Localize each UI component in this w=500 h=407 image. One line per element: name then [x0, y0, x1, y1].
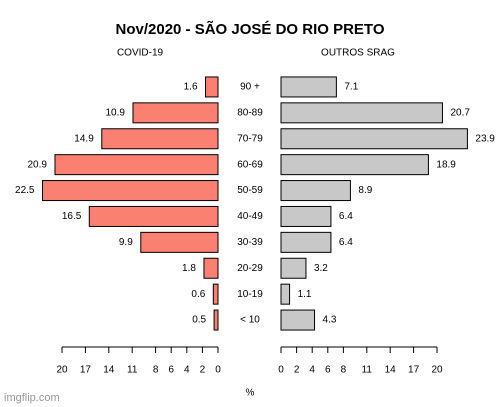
bar [140, 231, 219, 253]
bar [280, 102, 443, 124]
bar [280, 205, 332, 227]
bar [280, 283, 291, 305]
data-label: 8.9 [358, 185, 372, 196]
data-label: 10.9 [106, 107, 126, 118]
category-label: < 10 [240, 315, 260, 326]
bar [280, 257, 307, 279]
category-label: 30-39 [237, 237, 263, 248]
bar [42, 180, 219, 202]
data-label: 20.9 [28, 159, 48, 170]
data-label: 20.7 [450, 107, 470, 118]
category-label: 10-19 [237, 289, 263, 300]
category-label: 90 + [240, 82, 260, 93]
x-tick-label: 14 [103, 365, 115, 376]
category-label: 20-29 [237, 263, 263, 274]
x-tick-label: 11 [127, 365, 138, 376]
watermark: imgflip.com [4, 392, 60, 404]
bar [88, 205, 219, 227]
legend-label: COVID-19 [117, 48, 164, 59]
data-label: 7.1 [344, 82, 358, 93]
category-label: 60-69 [237, 159, 263, 170]
x-tick-label: 6 [325, 365, 331, 376]
bar [280, 128, 468, 150]
bar [212, 283, 219, 305]
bar [132, 102, 219, 124]
bar [54, 154, 219, 176]
bar [205, 76, 219, 98]
x-tick-label: 14 [385, 365, 397, 376]
chart-title: Nov/2020 - SÃO JOSÉ DO RIO PRETO [116, 20, 385, 38]
bar [280, 154, 429, 176]
data-label: 4.3 [323, 315, 337, 326]
x-tick-label: 11 [362, 365, 373, 376]
data-label: 6.4 [339, 211, 353, 222]
data-label: 14.9 [74, 133, 94, 144]
bar [280, 76, 337, 98]
x-tick-label: 4 [309, 365, 315, 376]
x-tick-label: 17 [408, 365, 420, 376]
data-label: 0.5 [192, 315, 206, 326]
x-axis-label: % [246, 388, 255, 399]
data-label: 9.9 [119, 237, 133, 248]
category-label: 70-79 [237, 133, 263, 144]
x-tick-label: 0 [278, 365, 284, 376]
x-tick-label: 8 [153, 365, 159, 376]
data-label: 22.5 [15, 185, 35, 196]
x-tick-label: 2 [294, 365, 300, 376]
x-tick-label: 20 [431, 365, 443, 376]
bar [280, 180, 351, 202]
data-label: 1.8 [182, 263, 196, 274]
data-label: 3.2 [314, 263, 328, 274]
data-label: 1.6 [184, 82, 198, 93]
x-tick-label: 2 [200, 365, 206, 376]
bar [280, 309, 316, 331]
category-label: 80-89 [237, 107, 263, 118]
category-label: 40-49 [237, 211, 263, 222]
data-label: 18.9 [436, 159, 456, 170]
data-label: 0.6 [191, 289, 205, 300]
x-tick-label: 4 [184, 365, 190, 376]
data-label: 1.1 [298, 289, 312, 300]
bar [213, 309, 219, 331]
x-tick-label: 8 [341, 365, 347, 376]
bar [280, 231, 332, 253]
data-label: 6.4 [339, 237, 353, 248]
data-label: 23.9 [475, 133, 495, 144]
x-tick-label: 17 [80, 365, 92, 376]
legend-label: OUTROS SRAG [321, 48, 395, 59]
bar [101, 128, 219, 150]
x-tick-label: 20 [56, 365, 68, 376]
x-tick-label: 0 [215, 365, 221, 376]
bar [203, 257, 219, 279]
x-tick-label: 6 [168, 365, 174, 376]
category-label: 50-59 [237, 185, 263, 196]
data-label: 16.5 [62, 211, 82, 222]
